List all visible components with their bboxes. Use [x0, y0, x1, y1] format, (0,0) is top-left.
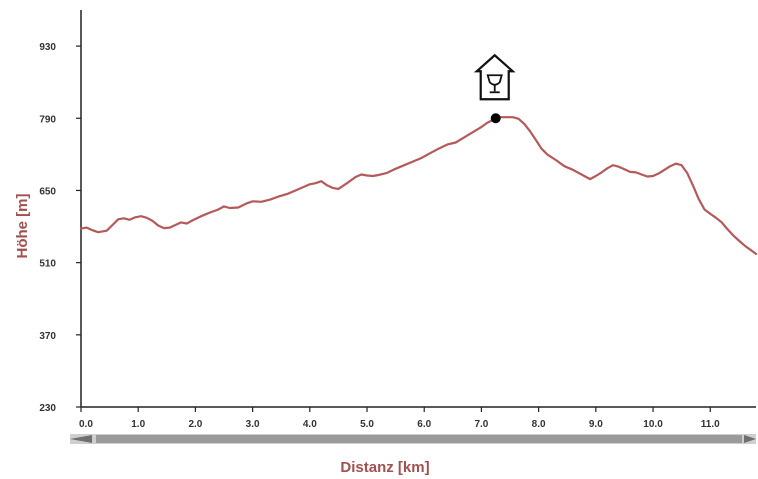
y-tick-label: 370: [39, 331, 56, 342]
x-axis-title: Distanz [km]: [340, 459, 429, 476]
x-tick-label: 1.0: [131, 419, 145, 430]
peak-marker-point: [490, 113, 501, 124]
y-tick-label: 510: [39, 259, 56, 270]
x-tick-label: 4.0: [303, 419, 317, 430]
x-tick-label: 7.0: [474, 419, 488, 430]
y-tick-label: 230: [39, 403, 56, 414]
x-tick-label: 10.0: [643, 419, 663, 430]
x-tick-label: 11.0: [701, 419, 720, 430]
scroll-left-arrow-icon[interactable]: [70, 435, 92, 443]
x-tick-label: 6.0: [417, 419, 431, 430]
x-tick-label: 5.0: [360, 419, 374, 430]
x-axis-ticks: 0.0 1.0 2.0 3.0 4.0 5.0 6.0 7.0 8.0 9.0 10.0 11.0: [79, 407, 720, 430]
scroll-right-arrow-icon[interactable]: [744, 435, 756, 443]
hut-with-glass-icon: [473, 53, 516, 101]
elevation-series-line: [79, 116, 758, 255]
chart-annotations: [473, 53, 516, 124]
x-tick-label: 3.0: [246, 419, 260, 430]
x-tick-label: 0.0: [79, 419, 93, 430]
scrollbar-thumb[interactable]: [96, 435, 742, 443]
y-tick-label: 930: [39, 42, 56, 53]
x-tick-label: 8.0: [532, 419, 546, 430]
y-axis-title: Höhe [m]: [14, 194, 31, 259]
x-tick-label: 2.0: [188, 419, 202, 430]
y-axis-ticks: 230 370 510 650 790 930: [39, 42, 81, 414]
distance-scrollbar[interactable]: [70, 434, 756, 444]
x-tick-label: 9.0: [589, 419, 603, 430]
y-tick-label: 790: [39, 114, 56, 125]
y-tick-label: 650: [39, 186, 56, 197]
